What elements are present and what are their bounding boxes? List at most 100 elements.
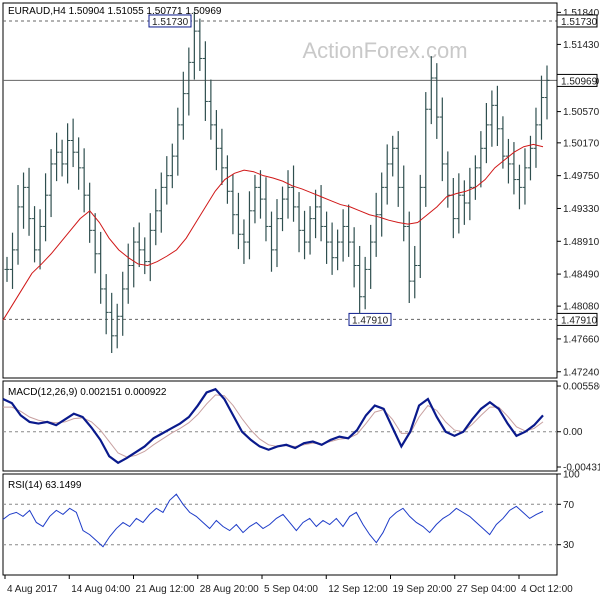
ohlc-bar (252, 174, 258, 224)
rsi-ytick-label: 30 (563, 540, 575, 551)
ohlc-bar (494, 85, 500, 146)
macd-panel-title: MACD(12,26,9) 0.002151 0.000922 (8, 387, 167, 398)
price-ytick-label: 1.50570 (563, 107, 600, 118)
ohlc-bar (467, 167, 473, 221)
ohlc-bar (527, 135, 533, 181)
ohlc-bar (505, 138, 511, 184)
ohlc-bar (406, 211, 412, 303)
x-tick-label: 12 Sep 12:00 (328, 584, 388, 595)
ohlc-bar (26, 167, 32, 236)
price-ytick-label: 1.47240 (563, 367, 600, 378)
ohlc-bar (417, 174, 423, 278)
ohlc-bar (274, 199, 280, 268)
ohlc-bar (357, 245, 363, 314)
ohlc-bar (368, 224, 374, 289)
rsi-ytick-label: 100 (563, 470, 580, 481)
x-tick-label: 5 Sep 04:00 (264, 584, 318, 595)
level-label: 1.50969 (561, 76, 598, 87)
price-panel-title: EURAUD,H4 1.50904 1.51055 1.50771 1.5096… (8, 6, 222, 17)
price-ytick-label: 1.49750 (563, 171, 600, 182)
ohlc-bar (76, 137, 82, 190)
ohlc-bar (412, 245, 418, 299)
ohlc-bar (114, 303, 120, 349)
ohlc-bar (213, 110, 219, 171)
ohlc-bar (390, 135, 396, 177)
ohlc-bar (235, 192, 241, 250)
ohlc-bar (538, 75, 544, 140)
ohlc-bar (224, 155, 230, 204)
ohlc-bar (362, 256, 368, 310)
ohlc-bar (379, 172, 385, 237)
x-tick-label: 27 Sep 04:00 (457, 584, 517, 595)
level-label-box (556, 312, 598, 326)
price-ytick-label: 1.51840 (563, 8, 600, 19)
ohlc-bar (120, 271, 126, 336)
ohlc-bar (48, 149, 54, 218)
ohlc-bar (10, 232, 16, 289)
ohlc-bar (92, 213, 98, 274)
ohlc-bar (169, 143, 175, 189)
rsi-panel-title: RSI(14) 63.1499 (8, 480, 82, 491)
ohlc-bar (522, 148, 528, 205)
ohlc-bar (219, 128, 225, 186)
ohlc-bar (324, 211, 330, 264)
ohlc-bar (395, 131, 401, 207)
level-label-box (556, 14, 598, 28)
ohlc-bar (516, 164, 522, 210)
ohlc-bar (180, 71, 186, 140)
ohlc-bar (280, 186, 286, 232)
ohlc-bar (439, 97, 445, 182)
price-ytick-label: 1.48080 (563, 302, 600, 313)
ohlc-bar (302, 210, 308, 260)
macd-ytick-label: 0.005586 (563, 382, 600, 393)
ohlc-bar (191, 11, 197, 80)
ohlc-bar (241, 219, 247, 264)
ohlc-bar (268, 211, 274, 272)
ohlc-bar (335, 229, 341, 271)
ohlc-bar (329, 222, 335, 275)
macd-ytick-label: -0.004312 (563, 463, 600, 474)
ohlc-bar (456, 173, 462, 234)
x-tick-label: 28 Aug 20:00 (200, 584, 259, 595)
price-ytick-label: 1.48490 (563, 270, 600, 281)
ohlc-bar (136, 222, 142, 268)
watermark: ActionForex.com (302, 38, 467, 63)
x-axis: 4 Aug 2017 14 Aug 04:00 21 Aug 12:00 28 Aug… (4, 575, 573, 595)
price-ytick-label: 1.50170 (563, 138, 600, 149)
ohlc-bar (109, 292, 115, 353)
ohlc-bar (500, 116, 506, 169)
ohlc-bar (208, 79, 214, 140)
ohlc-bar (21, 172, 27, 229)
ohlc-bar (153, 188, 159, 246)
ohlc-bar (285, 170, 291, 219)
ohlc-bar (318, 185, 324, 242)
ohlc-bar (296, 192, 302, 253)
level-label-box (556, 73, 598, 87)
ohlc-bar (257, 170, 263, 219)
ohlc-bar (307, 206, 313, 255)
ohlc-bar (103, 274, 109, 335)
ohlc-bar (197, 18, 203, 71)
level-label: 1.47910 (561, 315, 598, 326)
macd-ytick-label: 0.00 (563, 427, 583, 438)
ohlc-bar (59, 139, 65, 177)
ohlc-bar (478, 131, 484, 188)
x-tick-label: 19 Sep 20:00 (393, 584, 453, 595)
ohlc-bar (351, 227, 357, 288)
ohlc-bar (131, 227, 137, 288)
ohlc-bar (230, 174, 236, 235)
ohlc-bar (70, 118, 76, 168)
watermark-text: ActionForex.com (302, 38, 467, 63)
ohlc-bar (313, 189, 319, 239)
ohlc-bar (142, 237, 148, 275)
ohlc-bar (401, 165, 407, 242)
macd-panel: 0.005586 0.00 -0.004312 (2, 382, 600, 474)
ohlc-bar (87, 182, 93, 243)
ohlc-bar (346, 204, 352, 257)
ohlc-bar (373, 192, 379, 257)
ohlc-bar (81, 148, 87, 213)
ohlc-bar (43, 173, 49, 242)
price-ytick-label: 1.48910 (563, 237, 600, 248)
